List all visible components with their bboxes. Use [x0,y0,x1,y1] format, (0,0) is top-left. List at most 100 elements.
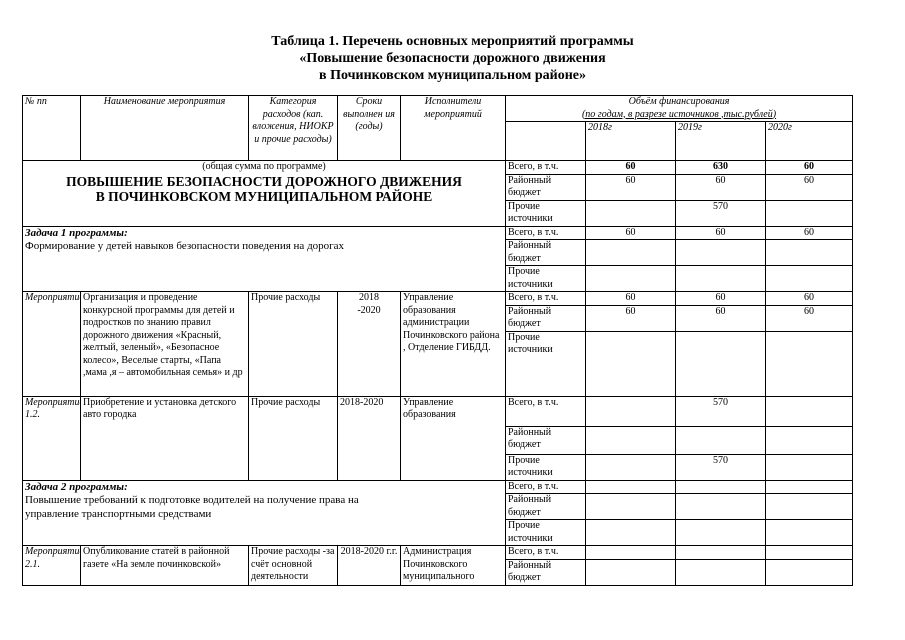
value [585,479,676,494]
value [675,558,766,586]
measure-terms: 2018-2020 г.г. [337,545,401,586]
task-text: Формирование у детей навыков безопасност… [25,240,345,252]
value: 570 [675,199,766,227]
measure-category: Прочие расходы [248,291,338,397]
document-title: Таблица 1. Перечень основных мероприятий… [0,33,905,84]
value: 60 [585,160,676,175]
value [585,558,676,586]
title-line: «Повышение безопасности дорожного движен… [299,51,606,66]
source-district: Районный бюджет [505,173,586,201]
value [764,493,854,520]
task-text: Повышение требований к подготовке водите… [25,494,359,520]
value [764,330,854,397]
funding-sub-label: (по годам, в разрезе источников ,тыс.руб… [581,108,777,120]
value [675,265,766,292]
task1-cell: Задача 1 программы: Формирование у детей… [22,225,506,292]
header-year: 2020г [764,121,854,161]
source-total: Всего, в т.ч. [505,160,586,175]
value: 60 [675,225,766,240]
header-terms: Сроки выполнен ия (годы) [337,95,401,161]
value [764,479,854,494]
value [585,239,676,266]
value [675,545,766,560]
value: 60 [675,304,766,332]
header-num: № пп [22,95,81,161]
value [764,519,854,546]
header-funding: Объём финансирования (по годам, в разрезе… [504,95,854,122]
value [585,545,676,560]
value: 60 [585,291,676,306]
value: 60 [764,225,854,240]
source-other: Прочие источники [505,519,586,546]
source-total: Всего, в т.ч. [505,395,586,427]
funding-label: Объём финансирования [628,96,730,108]
program-name: ПОВЫШЕНИЕ БЕЗОПАСНОСТИ ДОРОЖНОГО ДВИЖЕНИ… [66,173,462,204]
measure-name: Приобретение и установка детского авто г… [80,395,249,481]
value [764,239,854,266]
measure-name: Организация и проведение конкурсной прог… [80,291,249,397]
value [764,199,854,227]
source-other: Прочие источники [505,330,586,397]
value [585,330,676,397]
header-category: Категория расходов (кап. вложения, НИОКР… [248,95,338,161]
header-year: 2018г [585,121,676,161]
value [585,425,676,455]
value [675,479,766,494]
measure-num: Мероприятие 1.2. [22,395,81,481]
value [675,330,766,397]
title-line: в Починковском муниципальном районе» [319,68,586,83]
value [585,395,676,427]
value [764,558,854,586]
measure-executor: Управление образования [400,395,506,481]
value [675,239,766,266]
value [585,519,676,546]
measure-category: Прочие расходы -за счёт основной деятель… [248,545,338,586]
program-cell: (общая сумма по программе) ПОВЫШЕНИЕ БЕЗ… [22,160,506,227]
source-total: Всего, в т.ч. [505,545,586,560]
value: 60 [585,304,676,332]
source-district: Районный бюджет [505,239,586,266]
value [675,425,766,455]
header-blank [505,121,586,161]
source-total: Всего, в т.ч. [505,479,586,494]
value: 60 [764,173,854,201]
measure-executor: Управление образования администрации Поч… [400,291,506,397]
source-total: Всего, в т.ч. [505,225,586,240]
value [764,395,854,427]
title-line: Таблица 1. Перечень основных мероприятий… [271,34,634,49]
value [675,493,766,520]
program-note: (общая сумма по программе) [202,161,326,172]
value: 60 [675,173,766,201]
value [585,265,676,292]
source-total: Всего, в т.ч. [505,291,586,306]
value [764,453,854,481]
measure-name: Опубликование статей в районной газете «… [80,545,249,586]
measure-terms: 2018 -2020 [337,291,401,397]
task2-cell: Задача 2 программы: Повышение требований… [22,479,506,546]
value: 60 [764,291,854,306]
measure-category: Прочие расходы [248,395,338,481]
value: 60 [585,225,676,240]
source-district: Районный бюджет [505,425,586,455]
source-other: Прочие источники [505,453,586,481]
value [675,519,766,546]
measure-terms: 2018-2020 [337,395,401,481]
value: 630 [675,160,766,175]
source-district: Районный бюджет [505,558,586,586]
value [764,545,854,560]
value [585,493,676,520]
value: 570 [675,453,766,481]
value: 60 [675,291,766,306]
value [764,425,854,455]
value: 570 [675,395,766,427]
value [764,265,854,292]
header-name: Наименование мероприятия [80,95,249,161]
source-other: Прочие источники [505,265,586,292]
value: 60 [764,304,854,332]
value [585,199,676,227]
value: 60 [764,160,854,175]
source-other: Прочие источники [505,199,586,227]
task-label: Задача 1 программы: [25,226,128,239]
task-label: Задача 2 программы: [25,480,128,493]
